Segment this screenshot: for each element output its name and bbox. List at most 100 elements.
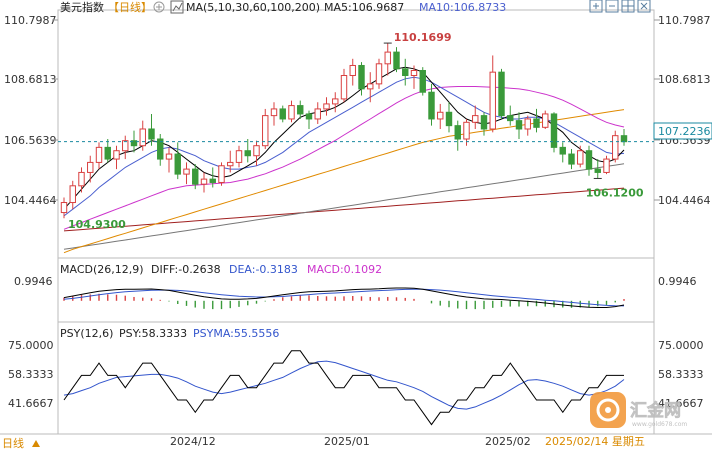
candle[interactable] [480,112,488,136]
candle[interactable] [323,97,330,116]
close-icon[interactable] [637,0,651,13]
candle[interactable] [568,149,575,170]
candle[interactable] [542,110,549,129]
candle[interactable] [402,58,409,86]
macd-dea: DEA:-0.3183 [229,263,298,276]
watermark-text: 汇金网 [630,400,681,421]
candle[interactable] [305,110,313,129]
triangle-up-icon[interactable] [32,440,40,447]
watermark-url: www.gold678.com [632,421,687,428]
candle[interactable] [262,108,269,150]
candle[interactable] [165,147,173,173]
current-price-text: 107.2236 [658,125,711,138]
psy-series [63,350,625,426]
zoom-in-icon[interactable] [589,0,603,13]
candle[interactable] [472,105,479,129]
macd-tick-right: 0.9946 [658,275,697,288]
candle[interactable] [612,130,619,163]
candle[interactable] [340,68,348,103]
candle[interactable] [113,145,120,170]
candle[interactable] [279,105,286,123]
psy-label: PSY(12,6) [60,327,113,340]
dea-line [63,288,625,307]
ma200-line [63,187,625,232]
candle[interactable] [524,115,531,136]
candle[interactable] [139,120,146,151]
candle[interactable] [559,142,566,163]
candle[interactable] [594,159,601,179]
candle[interactable] [454,120,461,151]
candle[interactable] [227,150,234,173]
psy-value: PSY:58.3333 [119,327,187,340]
candle[interactable] [577,145,584,168]
period-tag[interactable]: 【日线】 [108,0,152,14]
macd-label: MACD(26,12,9) [60,263,144,276]
price-tick-right: 110.7987 [658,14,711,27]
candle[interactable] [410,65,418,89]
candle[interactable] [533,108,540,133]
candle[interactable] [507,105,514,126]
candle[interactable] [288,100,295,123]
indicator-toggle-icon[interactable] [153,1,165,13]
ma30-line [63,86,625,230]
candle[interactable] [148,113,155,146]
candle[interactable] [358,62,365,96]
candle[interactable] [253,140,260,166]
diff-line [63,287,625,308]
psy-tick-left: 75.0000 [8,339,54,352]
candle[interactable] [244,139,251,163]
candle[interactable] [445,102,453,133]
candle[interactable] [200,172,208,193]
psy-line [63,350,624,426]
candle[interactable] [437,103,444,129]
ma10-value: MA10:106.8733 [419,1,506,14]
candle[interactable] [367,72,374,103]
candle[interactable] [620,128,628,146]
price-tick-left: 104.4464 [4,194,57,207]
psy-tick-right: 75.0000 [658,339,704,352]
candle[interactable] [585,145,593,176]
candle[interactable] [314,102,321,124]
candle[interactable] [122,135,129,160]
low-price-label-left: 104.9300 [68,218,126,231]
candle[interactable] [297,100,304,119]
candle[interactable] [104,139,111,163]
candle[interactable] [192,164,199,190]
candle[interactable] [218,162,225,186]
grid-icon[interactable] [621,0,635,13]
candle[interactable] [60,197,68,219]
candle[interactable] [130,130,138,153]
candle-icon[interactable] [170,0,184,14]
price-tick-right: 108.6813 [658,73,711,86]
candle[interactable] [515,112,523,140]
candle[interactable] [78,167,85,193]
candle[interactable] [384,43,391,76]
symbol-name: 美元指数 [60,0,104,14]
candle[interactable] [270,102,278,126]
candle[interactable] [498,68,505,119]
candle[interactable] [95,142,103,170]
psy-tick-right: 41.6667 [658,397,704,410]
candle[interactable] [603,155,610,175]
candle[interactable] [69,180,76,210]
candle[interactable] [393,47,400,73]
candle[interactable] [209,167,216,188]
candle[interactable] [349,58,356,86]
candle[interactable] [419,67,426,96]
candle[interactable] [183,162,190,185]
candle[interactable] [157,134,164,166]
candle[interactable] [174,142,181,180]
ma100-line [63,163,625,250]
candle[interactable] [87,155,94,183]
candle[interactable] [489,55,496,133]
psy-tick-left: 41.6667 [8,397,54,410]
candles[interactable] [60,42,628,219]
candle[interactable] [550,112,558,153]
period-button[interactable]: 日线 [2,436,24,450]
candle[interactable] [375,58,383,89]
candle[interactable] [235,145,243,168]
zoom-out-icon[interactable] [605,0,619,13]
candle[interactable] [428,83,435,126]
candle[interactable] [332,92,339,113]
